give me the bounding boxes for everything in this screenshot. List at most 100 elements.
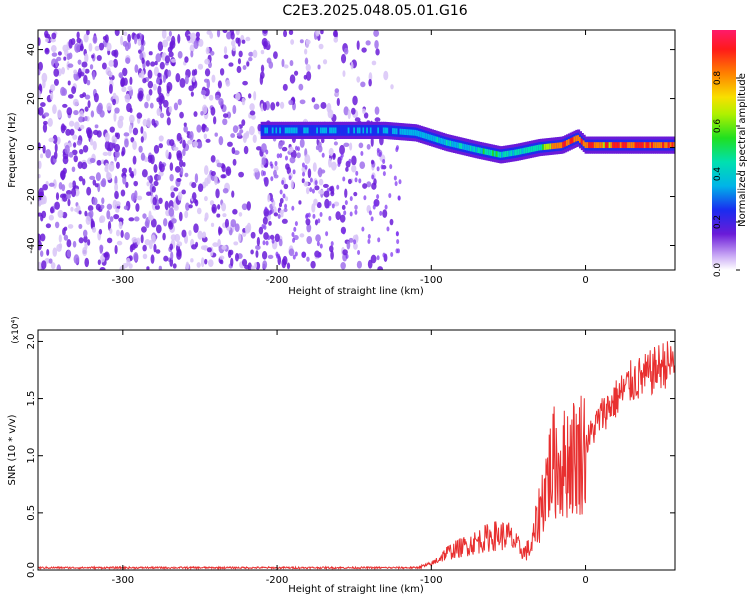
- noise-speckle: [73, 110, 79, 116]
- noise-speckle: [316, 201, 322, 209]
- signal-core: [297, 127, 301, 134]
- noise-speckle: [129, 107, 133, 114]
- noise-speckle: [89, 64, 94, 70]
- signal-core: [541, 144, 545, 151]
- signal-core: [443, 139, 447, 146]
- noise-speckle: [246, 222, 252, 233]
- y-tick-label: 2.0: [26, 333, 37, 349]
- noise-speckle: [176, 132, 182, 142]
- noise-speckle: [305, 71, 312, 81]
- noise-speckle: [241, 39, 246, 44]
- noise-speckle: [99, 244, 104, 251]
- noise-speckle: [356, 76, 361, 83]
- noise-speckle: [342, 176, 346, 182]
- noise-speckle: [67, 198, 71, 207]
- noise-speckle: [328, 200, 332, 206]
- noise-speckle: [166, 85, 170, 94]
- noise-speckle: [395, 145, 399, 151]
- noise-speckle: [137, 38, 142, 46]
- signal-core: [423, 132, 427, 139]
- noise-speckle: [78, 237, 84, 244]
- noise-speckle: [133, 251, 139, 262]
- noise-speckle: [168, 207, 175, 217]
- noise-speckle: [347, 109, 351, 120]
- noise-speckle: [191, 181, 197, 189]
- noise-speckle: [173, 102, 179, 111]
- noise-speckle: [157, 41, 164, 52]
- noise-speckle: [289, 60, 294, 67]
- noise-speckle: [102, 151, 109, 156]
- noise-speckle: [56, 243, 62, 252]
- signal-core: [314, 127, 318, 134]
- signal-core: [673, 142, 675, 149]
- noise-speckle: [194, 68, 198, 76]
- noise-speckle: [87, 100, 91, 109]
- signal-core: [508, 150, 512, 157]
- noise-speckle: [189, 44, 195, 53]
- signal-core: [406, 129, 410, 136]
- noise-speckle: [318, 43, 324, 50]
- noise-speckle: [375, 48, 380, 56]
- noise-speckle: [216, 213, 221, 218]
- noise-speckle: [170, 191, 175, 199]
- noise-speckle: [374, 106, 380, 115]
- noise-speckle: [205, 46, 210, 55]
- noise-speckle: [95, 203, 101, 211]
- noise-speckle: [55, 58, 59, 68]
- noise-speckle: [282, 193, 286, 199]
- noise-speckle: [191, 244, 197, 250]
- noise-speckle: [367, 238, 371, 244]
- signal-core: [562, 141, 566, 148]
- noise-speckle: [294, 145, 298, 151]
- noise-speckle: [58, 181, 63, 190]
- noise-speckle: [90, 110, 95, 118]
- x-tick-label: 0: [582, 275, 588, 286]
- signal-core: [282, 127, 286, 134]
- noise-speckle: [286, 262, 291, 270]
- noise-speckle: [275, 101, 280, 107]
- noise-speckle: [255, 245, 261, 251]
- signal-core: [447, 140, 451, 147]
- noise-speckle: [291, 232, 295, 238]
- noise-speckle: [66, 239, 72, 248]
- noise-speckle: [262, 170, 266, 176]
- noise-speckle: [162, 74, 166, 83]
- noise-speckle: [125, 57, 131, 64]
- noise-speckle: [232, 158, 237, 166]
- noise-speckle: [192, 140, 199, 148]
- signal-core: [451, 141, 455, 147]
- noise-speckle: [65, 128, 71, 136]
- signal-core: [634, 142, 638, 149]
- y-tick-label: 0: [26, 144, 37, 150]
- noise-speckle: [196, 141, 203, 149]
- signal-core: [332, 127, 336, 134]
- signal-core: [362, 127, 366, 134]
- signal-core: [591, 142, 595, 149]
- signal-core: [303, 127, 307, 134]
- noise-speckle: [318, 189, 325, 195]
- noise-speckle: [177, 33, 181, 44]
- noise-speckle: [179, 77, 186, 88]
- noise-speckle: [351, 164, 357, 173]
- noise-speckle: [76, 37, 82, 44]
- signal-core: [277, 127, 281, 134]
- signal-core: [306, 127, 310, 134]
- noise-speckle: [281, 146, 288, 152]
- spectrogram-y-label: Frequency (Hz): [7, 112, 18, 188]
- signal-core: [471, 145, 475, 152]
- noise-speckle: [273, 212, 279, 217]
- noise-speckle: [193, 40, 199, 50]
- signal-core: [445, 139, 449, 146]
- noise-speckle: [236, 65, 242, 74]
- noise-speckle: [118, 72, 124, 78]
- noise-speckle: [108, 83, 113, 94]
- noise-speckle: [360, 81, 366, 88]
- noise-speckle: [142, 253, 148, 260]
- noise-speckle: [144, 101, 149, 109]
- noise-speckle: [311, 203, 316, 213]
- signal-core: [647, 142, 651, 149]
- x-tick-label: -300: [111, 575, 134, 586]
- signal-core: [551, 143, 555, 150]
- signal-core: [525, 147, 529, 154]
